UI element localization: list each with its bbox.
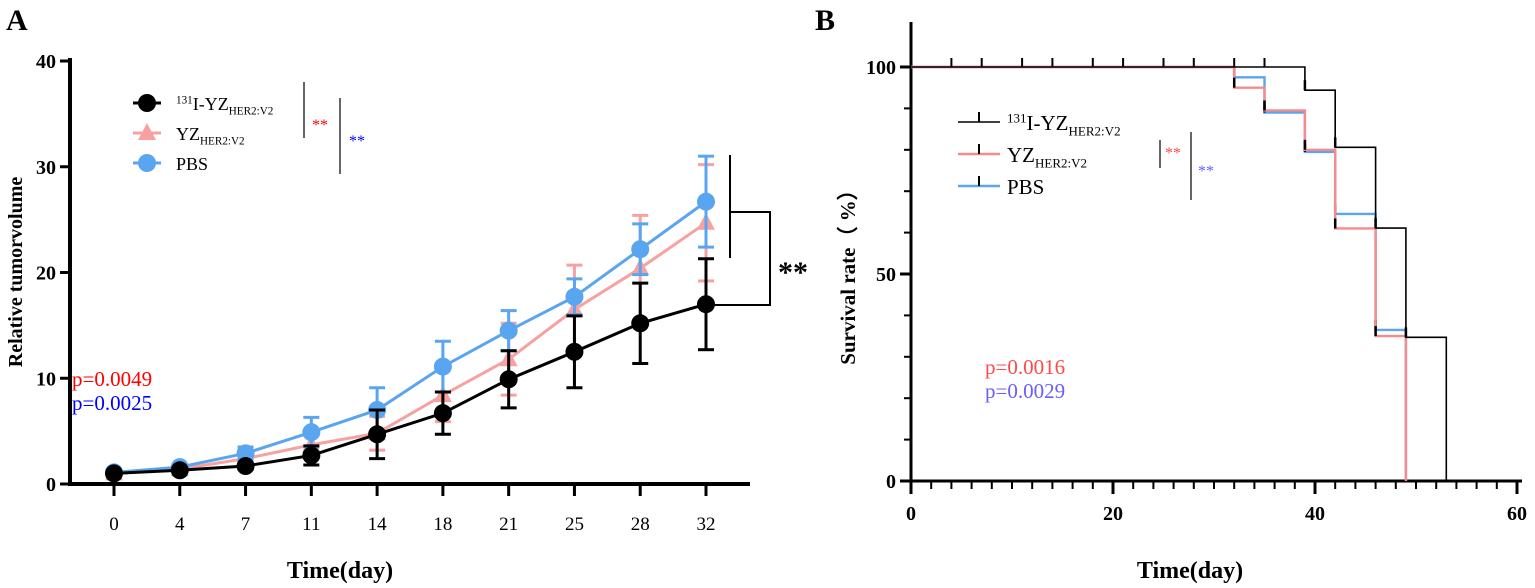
panel-a-x-tick-label: 0 [109,514,119,535]
panel-b-y-tick-label: 0 [886,471,896,493]
panel-a-x-tick-label: 7 [241,514,251,535]
legend-sub: HER2:V2 [229,106,274,118]
panel-a-y-tick-label: 10 [36,368,56,390]
panel-a-legend-marker [138,123,156,140]
panel-a-p-red: p=0.0049 [72,367,152,391]
panel-a-legend-label: PBS [176,154,208,174]
panel-a-data-point [631,314,650,333]
panel-a-legend-label: YZHER2:V2 [176,124,245,148]
panel-b-survival-curve-0 [911,66,1448,481]
panel-a-data-point [499,370,518,389]
panel-a-x-tick-label: 4 [175,514,185,535]
panel-b-ylabel: Survival rate（ %） [836,179,860,364]
panel-a-data-point [236,444,255,463]
panel-a-series-line-1 [113,221,707,475]
panel-b-legend-label: 131I-YZHER2:V2 [1007,111,1121,139]
legend-sup: 131 [176,95,193,107]
panel-a-data-point [302,446,321,465]
panel-b-p-red: p=0.0016 [985,355,1065,379]
panel-a-legend-label: 131I-YZHER2:V2 [176,94,273,118]
panel-a-data-point [631,240,650,259]
legend-main: YZ [176,124,200,144]
panel-b-sig-red: ** [1165,145,1181,162]
panel-a-data-point [170,461,189,480]
panel-a-data-point [697,295,715,314]
panel-a-y-tick-label: 40 [36,51,56,73]
panel-a-data-point [565,342,584,361]
panel-a-x-tick-label: 14 [368,514,388,535]
panel-b-x-tick-label: 60 [1507,503,1527,525]
legend-main: YZ [1007,143,1035,167]
panel-b-legend-label: YZHER2:V2 [1007,143,1087,170]
panel-a-x-tick-label: 21 [499,514,518,535]
panel-a-x-tick-label: 25 [565,514,584,535]
panel-a-data-point [697,192,715,211]
panel-a-data-point [236,457,255,476]
panel-a-x-tick-label: 32 [697,514,716,535]
legend-main: PBS [1007,175,1044,199]
panel-a-sig-black: ** [778,256,808,289]
panel-a-x-tick-label: 18 [433,514,452,535]
legend-sub: HER2:V2 [1035,155,1087,170]
panel-a-x-tick-label: 11 [302,514,320,535]
panel-a-data-point [565,287,584,306]
panel-a-sig-blue: ** [349,133,365,150]
panel-b-xlabel: Time(day) [1137,558,1243,584]
panel-b-sig-blue: ** [1198,163,1214,180]
panel-a-data-point [105,464,123,483]
panel-a-series-line-2 [113,200,707,474]
panel-a-x-tick-label: 28 [631,514,650,535]
panel-b-x-tick-label: 40 [1305,503,1325,525]
panel-b-label: B [815,4,835,37]
panel-b-x-tick-label: 20 [1103,503,1123,525]
panel-a-legend-marker [138,94,156,112]
panel-b-survival-curve-1 [911,65,1408,481]
panel-a-data-point [368,425,387,444]
panel-a-sig-bracket [714,211,771,306]
panel-a-y-tick-label: 0 [46,474,56,496]
panel-a-y-tick-label: 20 [36,263,56,285]
panel-a-data-point [302,423,321,442]
panel-b-x-tick-label: 0 [906,503,916,525]
panel-a-y-tick-label: 30 [36,157,56,179]
legend-sub: HER2:V2 [1069,123,1121,138]
legend-main: I-YZ [193,94,229,114]
panel-a-data-point [499,321,518,340]
panel-a-xlabel: Time(day) [287,558,393,584]
panel-a-label: A [6,4,28,37]
panel-a-legend-marker [138,154,156,172]
panel-a-sig-red: ** [312,117,328,134]
panel-b-y-tick-label: 100 [866,57,896,79]
legend-main: I-YZ [1027,111,1069,135]
panel-a-data-point [433,404,452,423]
panel-b-survival-curve-2 [911,65,1408,481]
panel-a-ylabel: Relative tumorvolume [5,177,27,368]
panel-b-p-blue: p=0.0029 [985,379,1065,403]
legend-main: PBS [176,154,208,174]
panel-b-y-tick-label: 50 [876,264,896,286]
legend-sup: 131 [1007,111,1027,126]
panel-b-legend-label: PBS [1007,175,1044,199]
legend-sub: HER2:V2 [200,136,245,148]
panel-a-p-blue: p=0.0025 [72,391,152,415]
panel-a-data-point [433,357,452,376]
panel-a-series-line-0 [113,302,707,475]
